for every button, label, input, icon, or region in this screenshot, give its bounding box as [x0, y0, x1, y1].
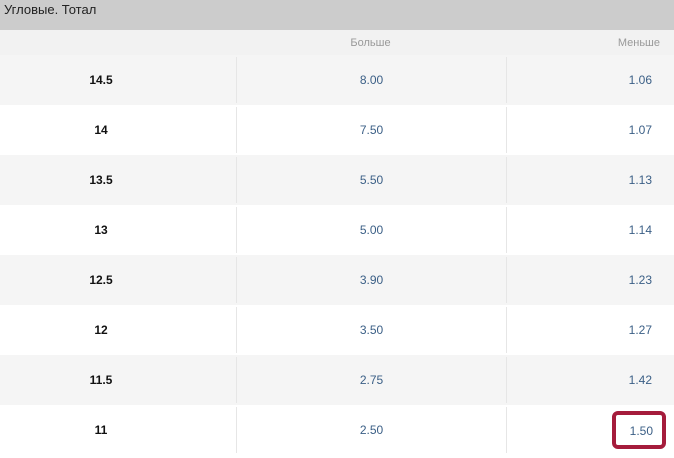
total-line: 14.5: [0, 55, 236, 105]
over-odds[interactable]: 3.50: [236, 307, 506, 353]
over-odds-value[interactable]: 2.75: [359, 373, 384, 387]
table-row: 12.5 3.90 1.23: [0, 255, 674, 305]
total-line-value: 11.5: [89, 373, 113, 387]
over-odds[interactable]: 5.00: [236, 207, 506, 253]
over-odds[interactable]: 3.90: [236, 257, 506, 303]
under-odds-value[interactable]: 1.23: [628, 273, 652, 287]
over-odds-value[interactable]: 7.50: [359, 123, 384, 137]
total-line-value: 14.5: [89, 73, 113, 87]
over-header: Больше: [350, 37, 391, 49]
under-odds-value[interactable]: 1.07: [628, 123, 652, 137]
over-odds[interactable]: 5.50: [236, 157, 506, 203]
total-line-value: 12: [94, 323, 108, 337]
under-odds[interactable]: 1.23: [506, 257, 674, 303]
table-row: 14.5 8.00 1.06: [0, 55, 674, 105]
total-line: 11.5: [0, 355, 236, 405]
under-odds[interactable]: 1.07: [506, 107, 674, 153]
under-odds-value[interactable]: 1.42: [628, 373, 652, 387]
under-odds[interactable]: 1.50: [506, 407, 674, 453]
over-odds-value[interactable]: 5.50: [359, 173, 384, 187]
over-odds-value[interactable]: 5.00: [359, 223, 384, 237]
under-odds[interactable]: 1.14: [506, 207, 674, 253]
table-row: 11 2.50 1.50: [0, 405, 674, 455]
total-line-value: 11: [94, 423, 108, 437]
over-odds[interactable]: 2.75: [236, 357, 506, 403]
market-title: Угловые. Тотал: [0, 0, 674, 30]
under-header: Меньше: [617, 37, 660, 49]
column-header: Больше Меньше: [0, 30, 674, 55]
table-row: 14 7.50 1.07: [0, 105, 674, 155]
table-row: 11.5 2.75 1.42: [0, 355, 674, 405]
over-odds-value[interactable]: 2.50: [359, 423, 384, 437]
total-line: 13: [0, 205, 236, 255]
total-line: 12.5: [0, 255, 236, 305]
total-line-value: 14: [94, 123, 108, 137]
table-row: 13 5.00 1.14: [0, 205, 674, 255]
under-odds[interactable]: 1.06: [506, 57, 674, 103]
highlighted-under-odds[interactable]: 1.50: [611, 411, 667, 449]
total-line: 14: [0, 105, 236, 155]
total-line-value: 12.5: [89, 273, 113, 287]
over-odds-value[interactable]: 3.50: [359, 323, 384, 337]
under-odds-value[interactable]: 1.06: [628, 73, 652, 87]
total-line: 12: [0, 305, 236, 355]
total-line: 11: [0, 405, 236, 455]
under-odds[interactable]: 1.13: [506, 157, 674, 203]
total-line-value: 13.5: [89, 173, 113, 187]
over-odds[interactable]: 7.50: [236, 107, 506, 153]
total-line: 13.5: [0, 155, 236, 205]
line-header: [0, 30, 236, 55]
over-odds-value[interactable]: 8.00: [359, 73, 384, 87]
odds-table: 14.5 8.00 1.06 14 7.50 1.07 13.5 5.50 1.13…: [0, 55, 674, 455]
table-row: 12 3.50 1.27: [0, 305, 674, 355]
over-odds[interactable]: 2.50: [236, 407, 506, 453]
table-row: 13.5 5.50 1.13: [0, 155, 674, 205]
over-odds[interactable]: 8.00: [236, 57, 506, 103]
under-odds-value[interactable]: 1.27: [628, 323, 652, 337]
under-odds[interactable]: 1.42: [506, 357, 674, 403]
under-odds[interactable]: 1.27: [506, 307, 674, 353]
under-odds-value[interactable]: 1.13: [628, 173, 652, 187]
over-odds-value[interactable]: 3.90: [359, 273, 384, 287]
total-line-value: 13: [94, 223, 108, 237]
under-odds-value[interactable]: 1.14: [628, 223, 652, 237]
